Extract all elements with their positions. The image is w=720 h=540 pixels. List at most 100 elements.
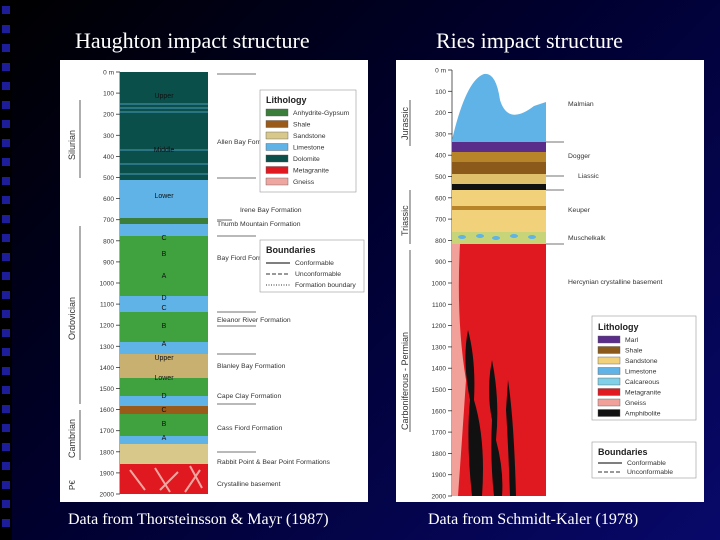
boundary-label: Conformable: [627, 460, 666, 467]
depth-tick-label: 900: [435, 259, 446, 266]
depth-tick-label: 500: [103, 175, 114, 182]
period-label-silurian: Silurian: [67, 130, 77, 160]
lithology-label: Marl: [625, 337, 639, 344]
lithology-label: Gneiss: [293, 179, 315, 186]
decorative-square: [2, 348, 10, 356]
lithology-label: Dolomite: [293, 156, 320, 163]
decorative-square: [2, 481, 10, 489]
depth-tick-label: 200: [435, 110, 446, 117]
formation-label: Crystalline basement: [217, 481, 281, 488]
unit-label: Muschelkalk: [568, 235, 606, 242]
depth-tick-label: 1600: [100, 407, 115, 414]
decorative-square-strip: [0, 0, 12, 540]
ries-unit-labels: Malmian Dogger Liassic Keuper Muschelkalk Her…: [568, 101, 663, 286]
decorative-square: [2, 234, 10, 242]
haughton-diagram: 0 m 100 200 300 400 500 600 700 800 900 1000 1100 12…: [67, 70, 365, 499]
depth-tick-label: 900: [103, 259, 114, 266]
column-unit-label: C: [161, 407, 166, 414]
lithology-swatch: [597, 335, 621, 344]
column-unit-label: C: [161, 305, 166, 312]
column-unit-label: D: [161, 393, 166, 400]
column-unit-label: B: [162, 251, 167, 258]
decorative-square: [2, 6, 10, 14]
depth-tick-label: 0 m: [435, 68, 446, 75]
lithology-swatch: [597, 377, 621, 386]
decorative-square: [2, 196, 10, 204]
lithology-label: Metagranite: [625, 390, 661, 397]
column-unit-label: A: [162, 435, 167, 442]
ries-boundary-items: Conformable Unconformable: [598, 460, 673, 476]
unit-label: Keuper: [568, 207, 591, 214]
haughton-stratigraphic-column: 0 m 100 200 300 400 500 600 700 800 900 1000 1100 12…: [60, 60, 368, 502]
column-unit-label: A: [162, 341, 167, 348]
boundary-label: Unconformable: [627, 469, 673, 476]
haughton-caption: Data from Thorsteinsson & Mayr (1987): [68, 511, 329, 528]
depth-tick-label: 2000: [432, 494, 447, 501]
column-unit-label: Lower: [154, 193, 174, 200]
lithology-label: Shale: [293, 122, 311, 129]
depth-tick-label: 1500: [100, 386, 115, 393]
depth-tick-label: 1200: [432, 323, 447, 330]
period-label-carboniferous-permian: Carboniferous - Permian: [400, 332, 410, 430]
decorative-square: [2, 329, 10, 337]
column-unit-label: Lower: [154, 375, 174, 382]
ries-lithology-items: Marl Shale Sandstone Limestone Calcareous Met…: [597, 335, 661, 418]
formation-label: Eleanor River Formation: [217, 317, 291, 324]
depth-tick-label: 1800: [432, 451, 447, 458]
depth-tick-label: 1900: [432, 472, 447, 479]
column-unit-label: C: [161, 235, 166, 242]
lithology-swatch: [265, 131, 289, 140]
depth-tick-label: 300: [435, 131, 446, 138]
haughton-formation-labels: Allen Bay Formation Irene Bay Formation Th…: [217, 139, 331, 488]
depth-tick-label: 1100: [100, 302, 114, 309]
haughton-basement-pattern: [129, 465, 203, 493]
column-unit-label: B: [162, 323, 167, 330]
haughton-boundary-items: Conformable Unconformable Formation bounda…: [266, 260, 356, 289]
depth-tick-label: 800: [435, 238, 446, 245]
formation-label: Bay Fiord Formation: [217, 255, 279, 262]
haughton-lithology-legend: [259, 89, 357, 193]
ries-column-strata: [452, 73, 546, 496]
decorative-square: [2, 177, 10, 185]
haughton-title: Haughton impact structure: [75, 28, 310, 53]
depth-tick-label: 1800: [100, 449, 115, 456]
boundary-label: Conformable: [295, 260, 334, 267]
decorative-square: [2, 462, 10, 470]
column-unit-label: A: [162, 273, 167, 280]
lithology-swatch: [265, 154, 289, 163]
depth-tick-label: 700: [435, 217, 446, 224]
ries-diagram: 0 m 100 200 300 400 500 600 700 800 900 1000 1100 12…: [400, 68, 697, 501]
depth-tick-label: 1400: [432, 366, 447, 373]
lithology-label: Anhydrite-Gypsum: [293, 110, 350, 117]
depth-tick-label: 0 m: [103, 70, 114, 77]
formation-label: Cape Clay Formation: [217, 393, 281, 400]
depth-tick-label: 1500: [432, 387, 447, 394]
haughton-column-streaks: [120, 103, 208, 175]
haughton-lithology-title: Lithology: [266, 95, 307, 105]
formation-label: Irene Bay Formation: [240, 207, 302, 214]
decorative-square: [2, 158, 10, 166]
lithology-swatch: [597, 388, 621, 396]
depth-tick-label: 1900: [100, 470, 115, 477]
depth-tick-label: 1000: [432, 281, 447, 288]
depth-tick-label: 1300: [432, 344, 447, 351]
lithology-label: Metagranite: [293, 168, 329, 175]
unit-label: Hercynian crystalline basement: [568, 279, 663, 286]
lithology-label: Shale: [625, 348, 643, 355]
depth-tick-label: 1300: [100, 344, 115, 351]
depth-tick-label: 1700: [100, 428, 115, 435]
lithology-swatch: [597, 409, 621, 417]
haughton-column-strata: [120, 72, 208, 494]
boundary-label: Formation boundary: [295, 282, 356, 289]
period-label-precambrian: P€: [68, 480, 77, 490]
depth-tick-label: 100: [435, 89, 446, 96]
formation-label: Rabbit Point & Bear Point Formations: [217, 459, 331, 466]
unit-label: Dogger: [568, 153, 591, 160]
decorative-square: [2, 120, 10, 128]
depth-tick-label: 1000: [100, 281, 115, 288]
column-unit-label: Middle: [154, 147, 175, 154]
lithology-label: Limestone: [293, 145, 325, 152]
boundary-label: Unconformable: [295, 271, 341, 278]
depth-tick-label: 500: [435, 174, 446, 181]
column-unit-label: Upper: [154, 355, 174, 362]
